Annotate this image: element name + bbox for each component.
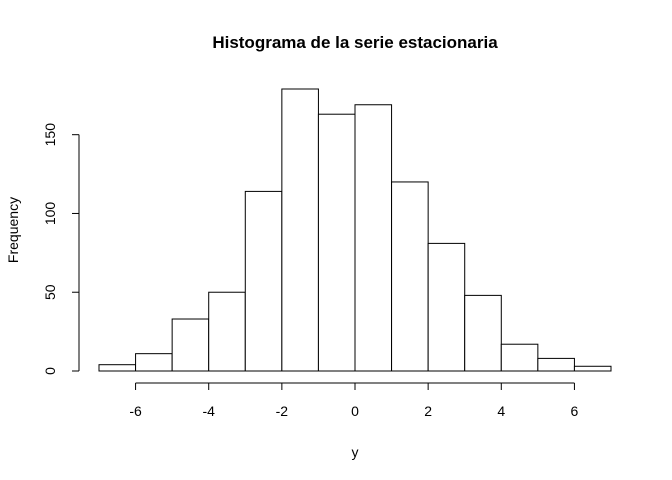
- histogram-bar-4: [244, 190, 283, 372]
- histogram-bar-2: [171, 318, 210, 372]
- x-tick-label-1: -4: [202, 403, 215, 419]
- histogram-bar-11: [500, 343, 539, 372]
- y-tick-label-1: 50: [42, 284, 58, 300]
- x-tick-label-2: -2: [276, 403, 289, 419]
- y-axis-label: Frequency: [5, 197, 21, 263]
- histogram-bar-3: [208, 291, 246, 372]
- histogram-bar-5: [281, 88, 319, 372]
- histogram-bar-8: [391, 181, 429, 372]
- histogram-bar-10: [464, 294, 502, 372]
- y-tick-label-2: 100: [42, 202, 58, 226]
- histogram-bar-1: [135, 353, 173, 372]
- chart-title: Histograma de la serie estacionaria: [212, 33, 498, 52]
- x-tick-label-3: 0: [351, 403, 359, 419]
- x-axis: -6 -4 -2 0 2 4 6: [129, 382, 579, 419]
- histogram-bar-12: [537, 357, 575, 372]
- histogram-bar-7: [354, 104, 393, 372]
- histogram-bar-9: [427, 242, 466, 372]
- y-tick-label-3: 150: [42, 123, 58, 147]
- x-tick-label-4: 2: [424, 403, 432, 419]
- histogram-bar-13: [573, 365, 612, 372]
- histogram-bar-6: [317, 113, 356, 372]
- x-tick-label-5: 4: [497, 403, 505, 419]
- x-tick-label-6: 6: [571, 403, 579, 419]
- x-tick-label-0: -6: [129, 403, 142, 419]
- bars-group: [98, 88, 612, 372]
- y-tick-label-0: 0: [42, 367, 58, 375]
- histogram-bar-0: [98, 364, 137, 372]
- y-axis: 0 50 100 150: [42, 123, 80, 375]
- x-axis-label: y: [352, 444, 359, 460]
